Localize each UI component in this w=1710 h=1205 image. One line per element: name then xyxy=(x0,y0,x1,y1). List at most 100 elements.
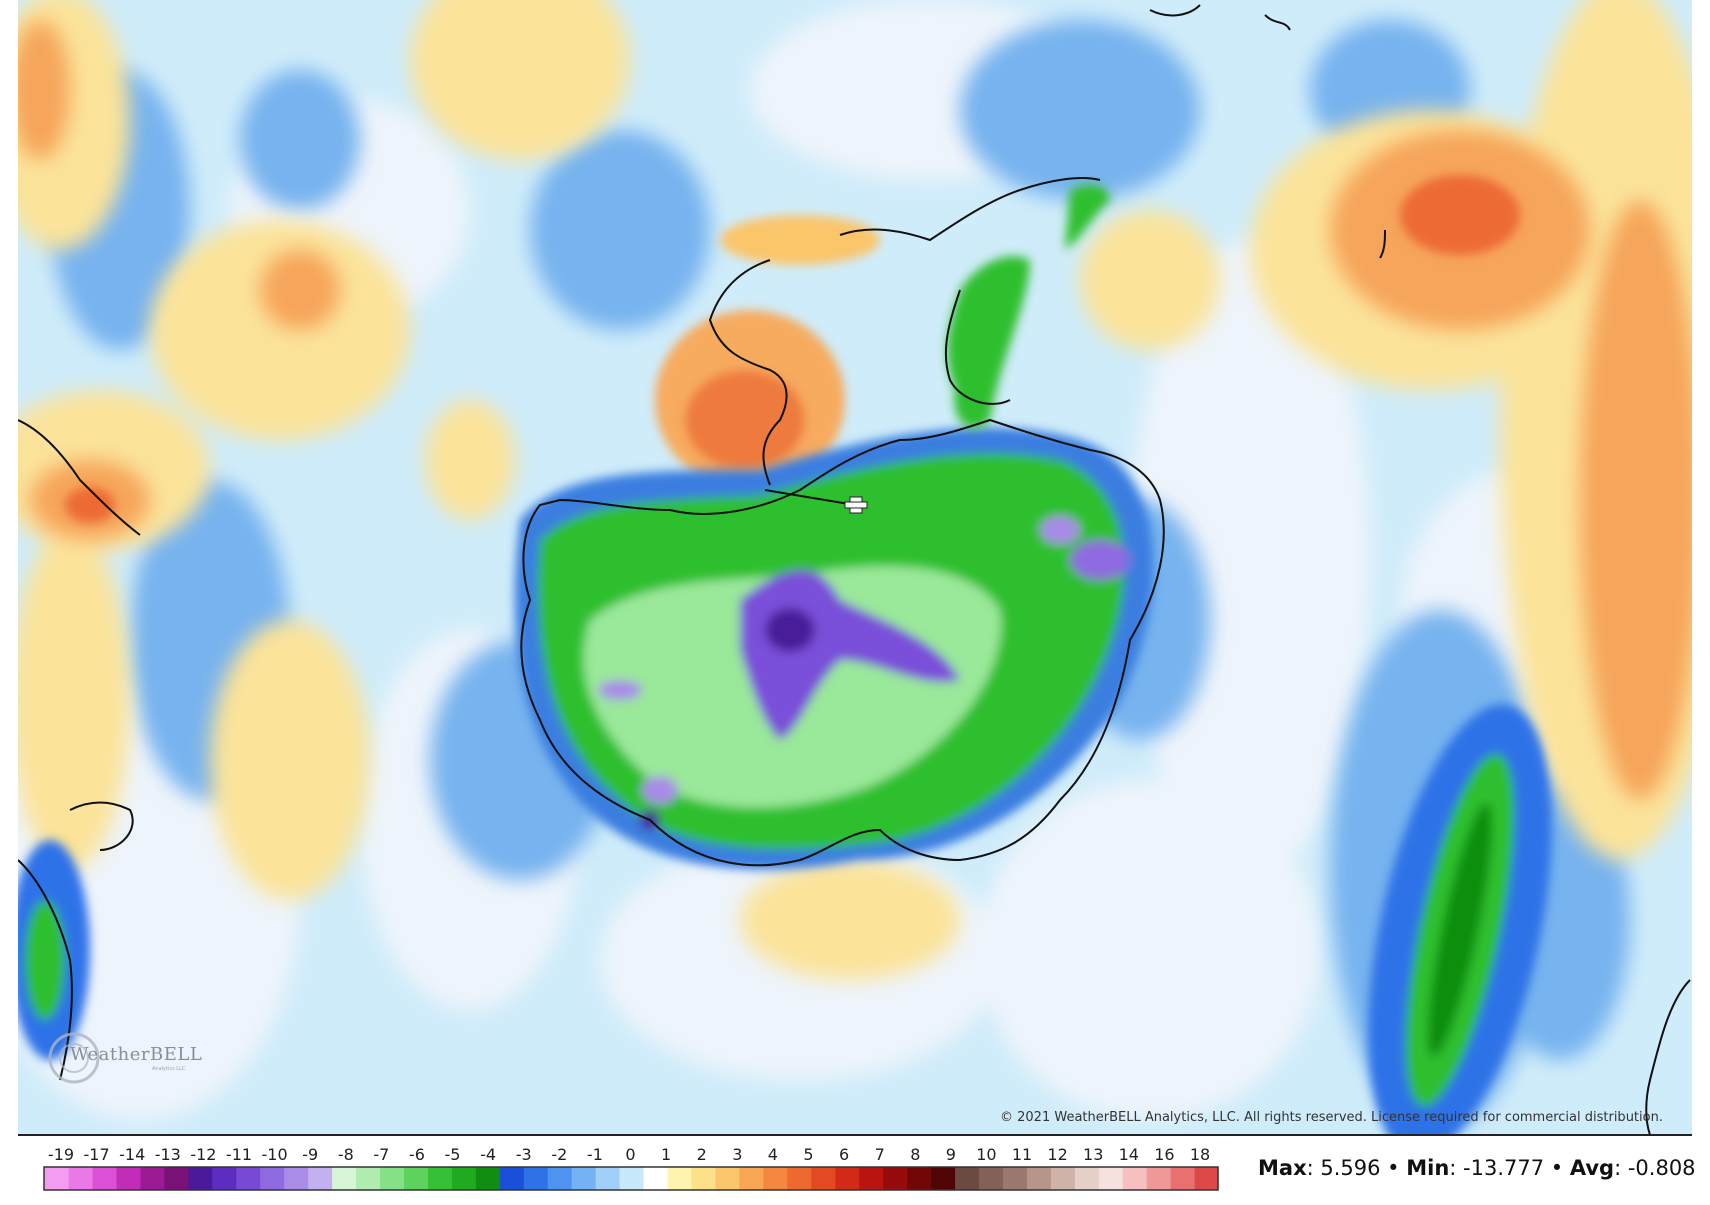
colorbar-label: 11 xyxy=(1012,1145,1032,1164)
colorbar-label: -10 xyxy=(262,1145,288,1164)
colorbar-swatch xyxy=(714,1167,740,1190)
colorbar-swatch xyxy=(810,1167,836,1190)
colorbar-swatch xyxy=(786,1167,812,1190)
colorbar-label: 1 xyxy=(661,1145,671,1164)
colorbar-label: 16 xyxy=(1154,1145,1174,1164)
colorbar-swatch xyxy=(1122,1167,1147,1190)
colorbar-swatch xyxy=(355,1167,381,1190)
location-marker xyxy=(764,489,868,514)
colorbar-swatch xyxy=(307,1167,333,1190)
stats-separator: • xyxy=(1544,1156,1570,1180)
colorbar-swatch xyxy=(523,1167,548,1190)
colorbar-swatch xyxy=(690,1167,716,1190)
coastline xyxy=(18,4,1691,1135)
avg-value: : -0.808 xyxy=(1614,1156,1696,1180)
colorbar-swatch xyxy=(451,1167,476,1190)
colorbar-label: 12 xyxy=(1047,1145,1067,1164)
colorbar-swatch xyxy=(44,1167,69,1190)
colorbar-swatch xyxy=(571,1167,596,1190)
stats-separator: • xyxy=(1380,1156,1407,1180)
colorbar-label: -11 xyxy=(226,1145,252,1164)
colorbar-label: 0 xyxy=(625,1145,635,1164)
colorbar-label: 2 xyxy=(697,1145,707,1164)
min-value: : -13.777 xyxy=(1449,1156,1545,1180)
colorbar-label: 18 xyxy=(1190,1145,1210,1164)
colorbar-swatch xyxy=(642,1167,668,1190)
colorbar-swatch xyxy=(619,1167,644,1190)
colorbar-swatch xyxy=(1074,1167,1099,1190)
colorbar-label: -6 xyxy=(409,1145,425,1164)
colorbar-label: -7 xyxy=(373,1145,389,1164)
colorbar-label: -13 xyxy=(155,1145,181,1164)
colorbar-swatch xyxy=(163,1167,189,1190)
colorbar-label: 14 xyxy=(1119,1145,1139,1164)
colorbar-swatch xyxy=(235,1167,261,1190)
colorbar xyxy=(43,1166,1219,1191)
colorbar-label: -2 xyxy=(551,1145,567,1164)
colorbar-label: 9 xyxy=(946,1145,956,1164)
min-label: Min xyxy=(1406,1156,1450,1180)
colorbar-swatch xyxy=(930,1167,956,1190)
max-label: Max xyxy=(1258,1156,1307,1180)
logo-subtext: Analytics LLC xyxy=(152,1066,186,1072)
colorbar-label: -9 xyxy=(302,1145,318,1164)
colorbar-swatch xyxy=(1170,1167,1195,1190)
colorbar-swatch xyxy=(115,1167,141,1190)
colorbar-swatch xyxy=(211,1167,237,1190)
colorbar-label: 10 xyxy=(976,1145,996,1164)
colorbar-swatch xyxy=(1002,1167,1027,1190)
colorbar-swatch xyxy=(259,1167,285,1190)
colorbar-swatch xyxy=(547,1167,572,1190)
colorbar-swatch xyxy=(978,1167,1003,1190)
colorbar-swatch xyxy=(834,1167,860,1190)
colorbar-label: -4 xyxy=(480,1145,496,1164)
colorbar-label: -14 xyxy=(119,1145,145,1164)
colorbar-label: -19 xyxy=(48,1145,74,1164)
colorbar-label: -1 xyxy=(587,1145,603,1164)
colorbar-swatch xyxy=(666,1167,692,1190)
colorbar-label: 8 xyxy=(910,1145,920,1164)
colorbar-frame xyxy=(43,1166,1219,1191)
colorbar-swatch xyxy=(882,1167,908,1190)
colorbar-swatch xyxy=(1146,1167,1171,1190)
colorbar-swatch xyxy=(331,1167,357,1190)
swirl-icon xyxy=(48,1032,100,1084)
colorbar-swatch xyxy=(187,1167,213,1190)
colorbar-label: -12 xyxy=(190,1145,216,1164)
colorbar-label: -17 xyxy=(84,1145,110,1164)
colorbar-swatch xyxy=(906,1167,932,1190)
colorbar-labels: -19 -17 -14 -13 -12 -11 -10 -9 -8 -7 -6 -5 -4 -3 -2 -1 0… xyxy=(48,1145,1210,1164)
colorbar-swatch xyxy=(475,1167,500,1190)
anomaly-field xyxy=(18,0,1692,1135)
logo-text: WeatherBELL xyxy=(70,1044,203,1065)
colorbar-swatch xyxy=(595,1167,620,1190)
colorbar-swatch xyxy=(954,1167,980,1190)
colorbar-label: 13 xyxy=(1083,1145,1103,1164)
colorbar-swatch xyxy=(91,1167,117,1190)
colorbar-label: 5 xyxy=(803,1145,813,1164)
colorbar-label: 7 xyxy=(875,1145,885,1164)
colorbar-swatch xyxy=(499,1167,524,1190)
max-value: : 5.596 xyxy=(1306,1156,1381,1180)
colorbar-label: -5 xyxy=(445,1145,461,1164)
colorbar-label: 6 xyxy=(839,1145,849,1164)
colorbar-swatch xyxy=(858,1167,884,1190)
colorbar-label: -8 xyxy=(338,1145,354,1164)
colorbar-swatch xyxy=(67,1167,93,1190)
colorbar-swatch xyxy=(283,1167,309,1190)
colorbar-swatch xyxy=(139,1167,165,1190)
colorbar-swatch xyxy=(379,1167,404,1190)
colorbar-swatch xyxy=(1194,1167,1219,1190)
colorbar-swatch xyxy=(403,1167,428,1190)
colorbar-swatch xyxy=(738,1167,764,1190)
stats-readout: Max: 5.596 • Min: -13.777 • Avg: -0.808 xyxy=(1258,1156,1696,1180)
colorbar-swatch xyxy=(762,1167,788,1190)
avg-label: Avg xyxy=(1569,1156,1615,1180)
colorbar-swatch xyxy=(1098,1167,1123,1190)
colorbar-swatch xyxy=(1026,1167,1051,1190)
colorbar-label: -3 xyxy=(516,1145,532,1164)
weatherbell-logo: WeatherBELL Analytics LLC xyxy=(46,1030,202,1086)
colorbar-swatch xyxy=(1050,1167,1075,1190)
colorbar-label: 4 xyxy=(768,1145,778,1164)
